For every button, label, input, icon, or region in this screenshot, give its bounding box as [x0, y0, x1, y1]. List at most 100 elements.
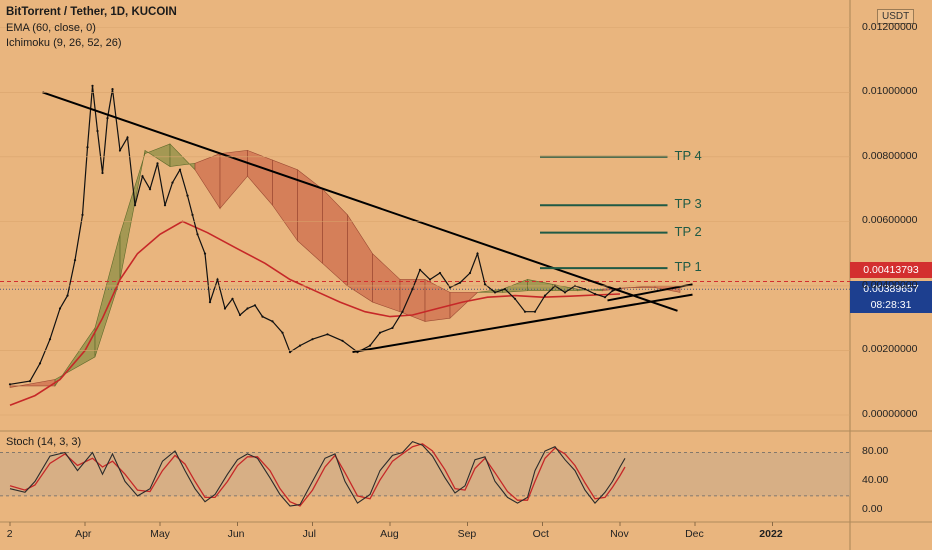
chart-title: BitTorrent / Tether, 1D, KUCOIN: [6, 6, 177, 18]
price-point: [178, 168, 182, 171]
price-point: [66, 294, 69, 297]
time-axis-tick: Dec: [685, 528, 704, 540]
stoch-k-line: [9, 440, 626, 507]
candle-countdown-tag: 08:28:31: [850, 297, 932, 313]
last-price-tag-red: 0.00413793: [850, 262, 932, 278]
currency-button[interactable]: USDT: [877, 9, 915, 24]
price-point: [8, 383, 12, 386]
price-point: [101, 171, 104, 175]
time-axis-tick: 2: [6, 528, 13, 540]
trendline: [607, 283, 693, 302]
price-point: [81, 213, 84, 216]
price-point: [231, 297, 234, 300]
price-point: [438, 271, 442, 275]
time-axis-tick: Sep: [457, 528, 477, 540]
price-point: [186, 194, 189, 197]
target-label: TP 2: [674, 223, 702, 239]
price-point: [141, 175, 144, 178]
price-point: [448, 286, 452, 289]
price-point: [483, 283, 487, 286]
price-point: [203, 252, 207, 255]
price-point: [196, 233, 199, 236]
stoch-d-line: [9, 443, 626, 507]
price-point: [148, 188, 152, 191]
price-point: [493, 291, 497, 294]
price-point: [216, 278, 219, 281]
price-point: [583, 288, 587, 291]
price-point: [28, 380, 32, 383]
price-point: [326, 333, 329, 336]
price-point: [126, 136, 129, 139]
time-axis-tick: 2022: [759, 528, 783, 540]
price-point: [543, 294, 547, 297]
current-price-tag: 0.00389657: [850, 281, 932, 297]
time-axis-tick: Aug: [380, 528, 399, 540]
price-axis-tick: 0.00000000: [862, 408, 918, 420]
ema-indicator-label[interactable]: EMA (60, close, 0): [6, 22, 96, 34]
price-point: [156, 162, 159, 165]
price-point: [163, 204, 167, 207]
price-point: [418, 268, 422, 271]
price-point: [106, 117, 109, 120]
trendline: [352, 293, 693, 354]
price-point: [73, 259, 77, 262]
price-axis-tick: 0.00600000: [862, 214, 918, 227]
target-label: TP 4: [674, 147, 702, 163]
price-point: [253, 304, 257, 307]
trendline: [42, 91, 678, 312]
stoch-axis-tick: 40.00: [862, 474, 889, 487]
target-label: TP 3: [674, 196, 702, 212]
price-axis-tick: 0.00800000: [862, 149, 918, 162]
time-axis-tick: Nov: [610, 528, 629, 540]
price-point: [223, 307, 227, 310]
target-label: TP 1: [674, 259, 702, 275]
stoch-indicator-label[interactable]: Stoch (14, 3, 3): [6, 436, 82, 448]
price-point: [271, 320, 274, 323]
time-axis-tick: Jul: [302, 528, 317, 540]
ema-line: [9, 220, 621, 407]
price-point: [563, 291, 567, 294]
time-axis-tick: Apr: [75, 528, 92, 540]
price-point: [91, 84, 94, 87]
price-point: [111, 88, 114, 91]
price-point: [118, 149, 122, 152]
ichimoku-indicator-label[interactable]: Ichimoku (9, 26, 52, 26): [6, 37, 122, 49]
price-point: [533, 310, 537, 313]
price-line: [9, 85, 621, 385]
price-point: [246, 307, 249, 310]
stoch-axis-tick: 80.00: [862, 445, 889, 458]
price-axis-tick: 0.01200000: [862, 20, 918, 33]
price-point: [428, 278, 432, 281]
time-axis-tick: May: [150, 528, 170, 540]
stoch-axis-tick: 0.00: [862, 503, 883, 516]
price-point: [593, 292, 597, 296]
time-axis-tick: Oct: [532, 528, 549, 540]
price-point: [458, 281, 462, 284]
price-axis-tick: 0.01000000: [862, 85, 918, 98]
price-point: [208, 301, 212, 304]
price-point: [611, 289, 614, 292]
time-axis-tick: Jun: [227, 528, 245, 540]
price-point: [261, 315, 264, 318]
price-point: [411, 288, 414, 291]
price-point: [378, 331, 382, 334]
price-point: [191, 213, 194, 216]
price-point: [341, 339, 344, 342]
price-point: [171, 181, 174, 184]
price-point: [311, 338, 314, 341]
price-point: [401, 310, 404, 313]
price-point: [603, 296, 607, 299]
price-point: [133, 204, 137, 207]
price-point: [513, 297, 517, 300]
price-point: [503, 288, 507, 291]
price-point: [476, 252, 479, 255]
price-point: [281, 331, 284, 334]
price-point: [288, 351, 292, 354]
price-point: [38, 362, 42, 365]
price-axis-tick: 0.00200000: [862, 343, 918, 356]
price-point: [58, 307, 62, 310]
price-point: [368, 344, 372, 347]
price-point: [96, 129, 99, 133]
